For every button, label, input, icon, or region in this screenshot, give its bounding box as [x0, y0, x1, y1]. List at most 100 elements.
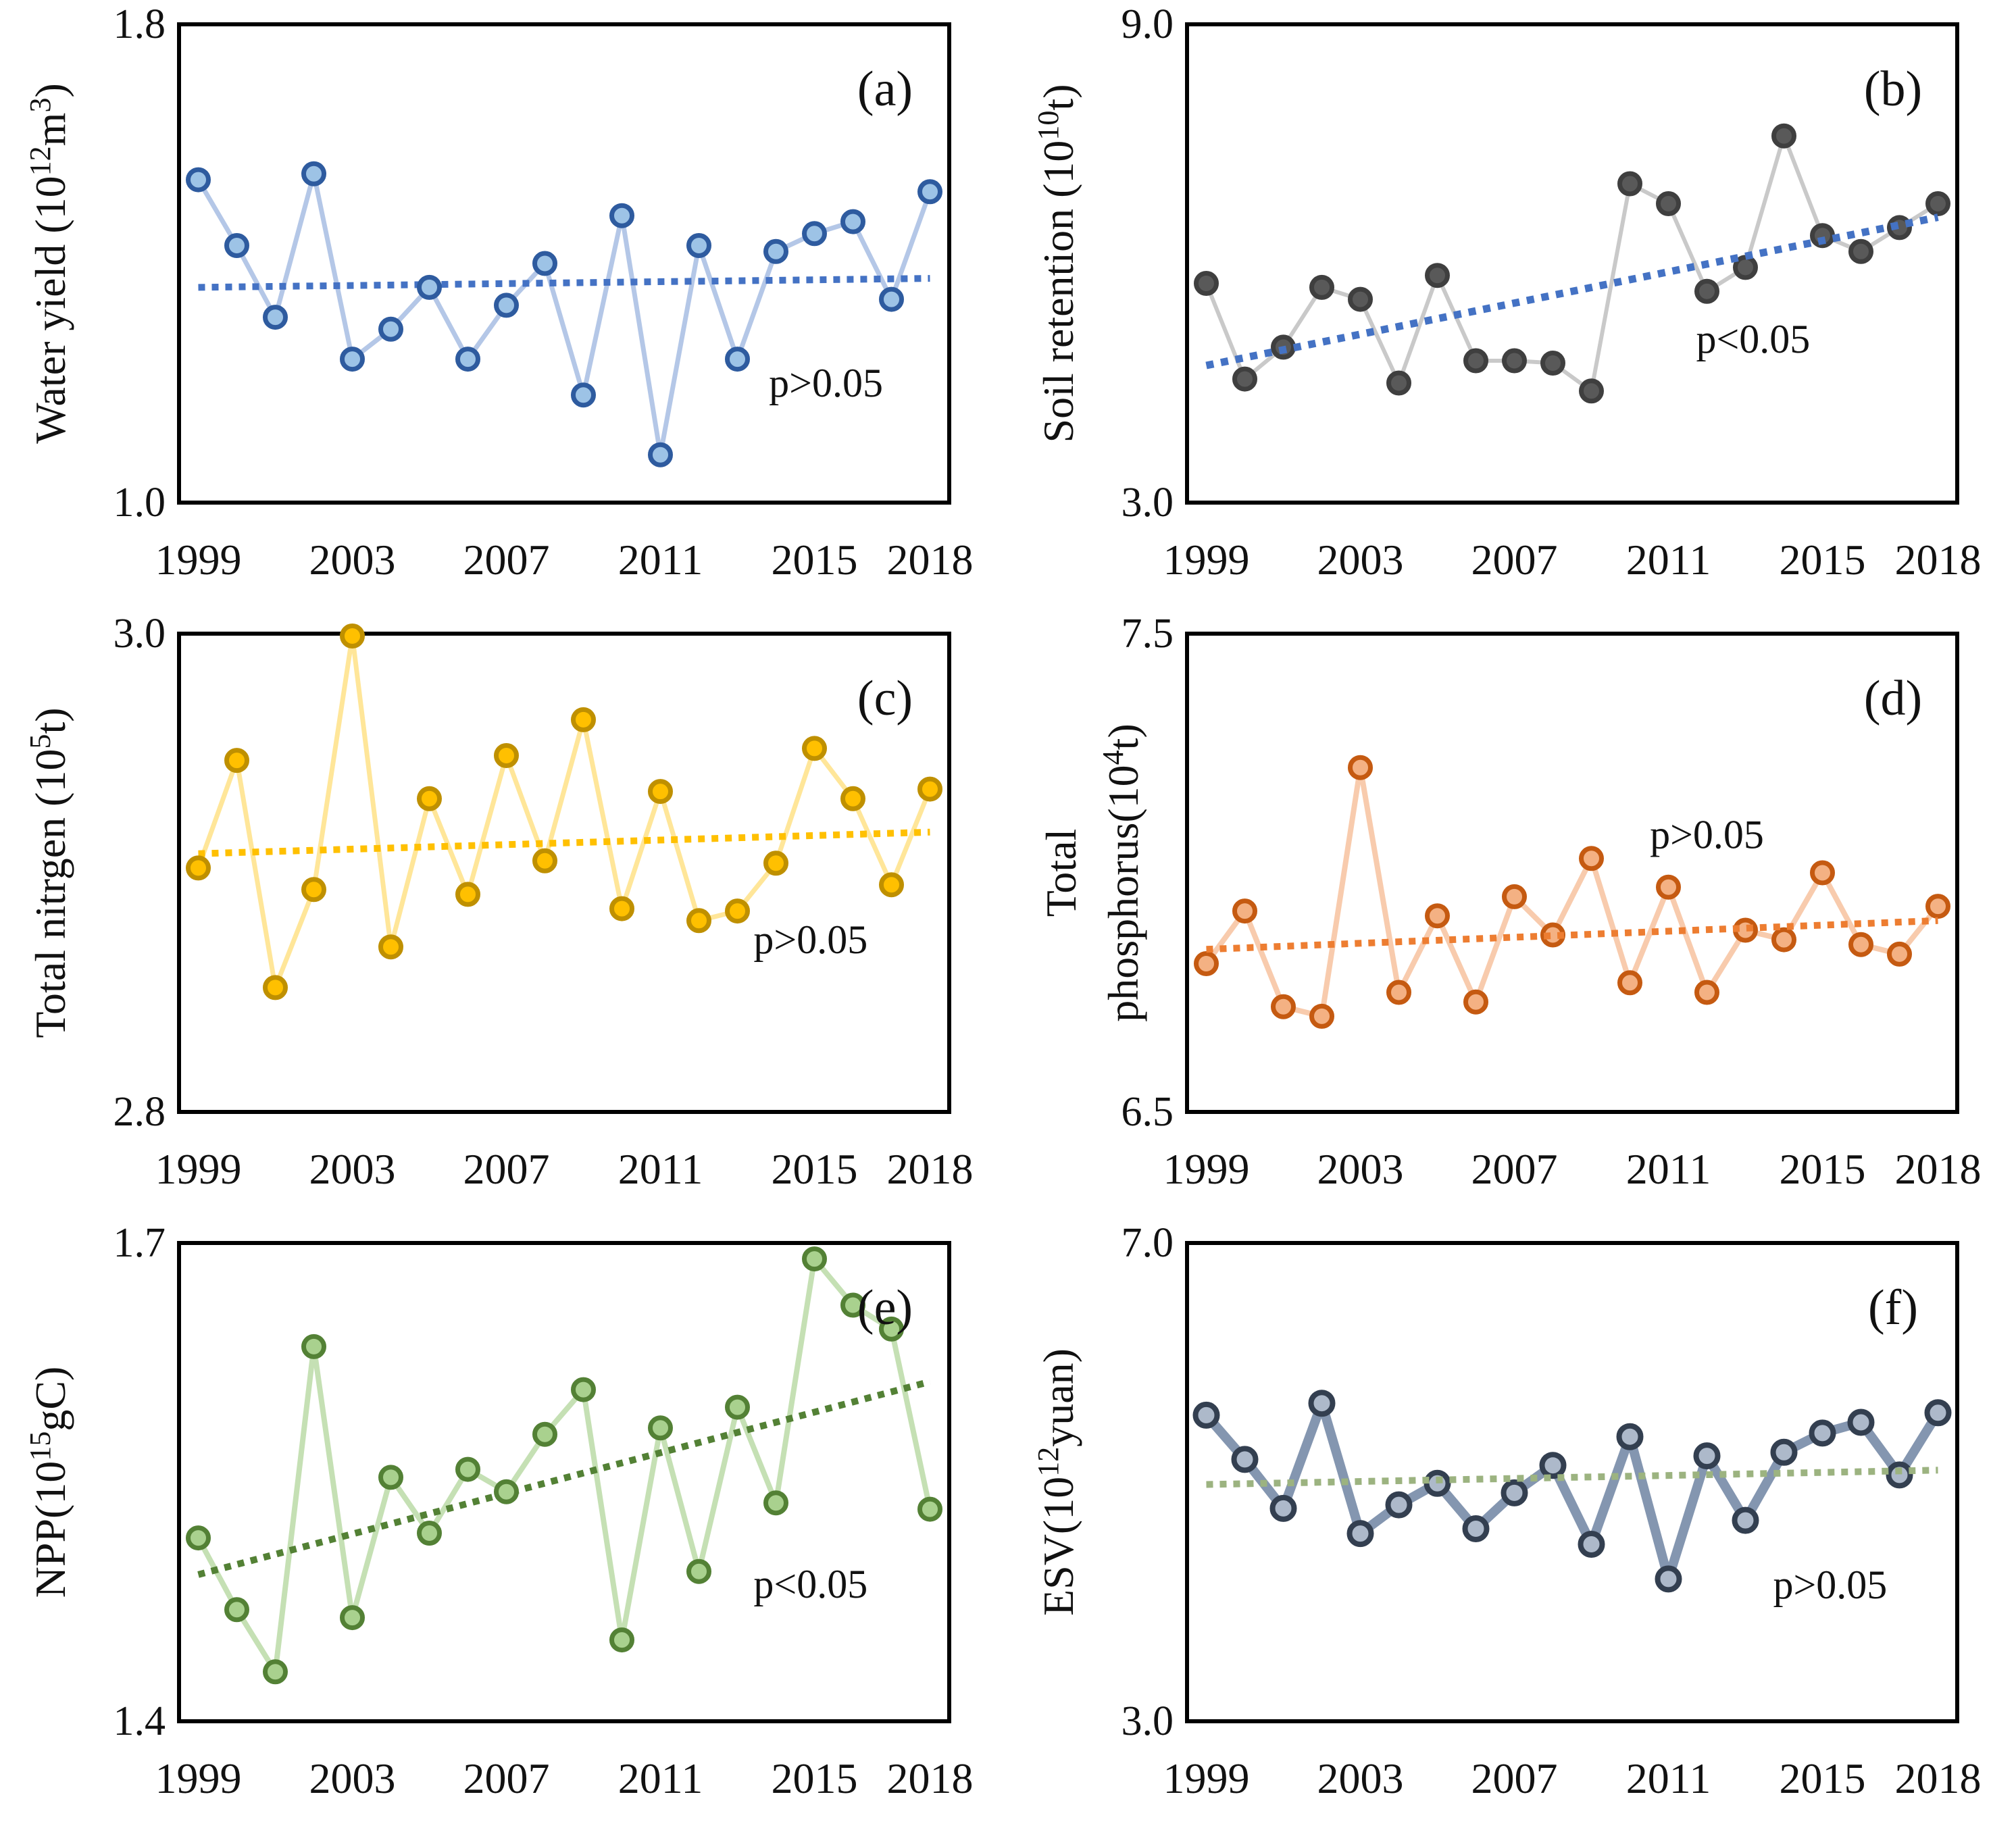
x-tick-label: 2003	[1317, 1754, 1404, 1802]
trend-line	[198, 828, 930, 857]
data-point-2014	[1771, 927, 1796, 953]
data-points	[1194, 123, 1950, 404]
data-point-2018	[1924, 1399, 1952, 1427]
data-point-2018	[917, 776, 942, 802]
y-tick-label: 1.7	[114, 1220, 166, 1266]
panel-d-total-phosphorus: 7.5 6.5 1999 2003 2007 2011 2015 2018 Total phosp…	[1008, 609, 2016, 1219]
y-tick-label: 7.5	[1122, 611, 1174, 657]
data-point-2002	[301, 161, 326, 186]
p-value-annotation: p>0.05	[753, 917, 867, 962]
data-point-2006	[1463, 989, 1488, 1015]
data-point-2006	[455, 882, 480, 907]
p-value-annotation: p>0.05	[1773, 1563, 1887, 1607]
data-point-2003	[340, 347, 365, 372]
data-point-2010	[609, 896, 634, 921]
y-tick-label: 9.0	[1122, 1, 1174, 47]
data-point-2004	[1385, 1491, 1413, 1519]
data-point-2018	[1925, 894, 1950, 919]
data-point-2007	[1502, 348, 1527, 374]
subplot-a: 1.8 1.0 1999 2003 2007 2011 2015 2018 Water yiel…	[24, 1, 974, 584]
x-tick-label: 2011	[1626, 1754, 1711, 1802]
data-point-2004	[1386, 370, 1411, 396]
y-tick-label: 6.5	[1122, 1089, 1174, 1135]
data-point-2009	[571, 1377, 596, 1402]
data-point-2006	[1462, 1515, 1490, 1542]
data-point-2011	[648, 442, 673, 467]
panel-e-npp: 1.7 1.4 1999 2003 2007 2011 2015 2018 NPP(1015gC…	[0, 1219, 1008, 1828]
x-tick-label: 2011	[618, 1145, 703, 1193]
panel-letter: (c)	[857, 671, 913, 726]
data-point-2017	[879, 872, 904, 898]
data-points	[186, 1246, 942, 1685]
data-point-2015	[1810, 860, 1835, 886]
data-point-2007	[494, 743, 519, 768]
y-tick-label: 3.0	[114, 611, 166, 657]
y-axis-label: Total nitrgen (105t)	[24, 707, 74, 1038]
p-value-annotation: p<0.05	[1696, 317, 1810, 361]
data-point-2004	[378, 1465, 403, 1490]
data-point-2001	[1269, 1494, 1297, 1522]
x-tick-label: 2003	[1317, 536, 1404, 584]
data-point-2010	[1617, 970, 1642, 996]
data-point-2010	[609, 203, 634, 228]
data-point-2013	[725, 1394, 750, 1420]
p-value-annotation: p>0.05	[1650, 812, 1764, 857]
panel-f-esv: 7.0 3.0 1999 2003 2007 2011 2015 2018 ESV(1012yu…	[1008, 1219, 2016, 1828]
data-point-2007	[494, 1479, 519, 1504]
data-point-2017	[1886, 1461, 1913, 1489]
x-tick-label: 2007	[463, 1145, 550, 1193]
data-point-2001	[263, 975, 288, 1000]
panel-letter: (b)	[1864, 61, 1922, 117]
data-point-2013	[1733, 255, 1758, 280]
data-line	[1203, 765, 1941, 1019]
p-value-annotation: p<0.05	[753, 1562, 867, 1606]
data-point-2009	[1579, 378, 1604, 404]
data-point-2011	[648, 779, 673, 805]
data-point-2013	[725, 898, 750, 924]
data-point-2003	[1348, 286, 1373, 312]
panel-b-soil-retention: 9.0 3.0 1999 2003 2007 2011 2015 2018 Soil reten…	[1008, 0, 2016, 609]
data-point-2013	[725, 347, 750, 372]
y-axis-label: NPP(1015gC)	[24, 1367, 74, 1598]
plot-frame	[177, 22, 951, 505]
data-point-2003	[340, 1605, 365, 1631]
x-tick-label: 2015	[772, 536, 858, 584]
data-point-2015	[802, 1246, 827, 1272]
data-point-2016	[840, 1292, 865, 1318]
trend-line	[1206, 1467, 1938, 1488]
data-line	[1204, 134, 1940, 393]
y-axis-label: ESV(1012yuan)	[1032, 1348, 1082, 1616]
data-point-2001	[1271, 994, 1296, 1019]
x-tick-label: 2007	[1471, 536, 1558, 584]
x-tick-label: 2018	[1895, 1145, 1982, 1193]
subplot-b: 9.0 3.0 1999 2003 2007 2011 2015 2018 Soil reten…	[1032, 1, 1982, 584]
trend-line	[1205, 213, 1939, 370]
x-tick-label: 2003	[1317, 1145, 1404, 1193]
data-point-2017	[879, 286, 904, 312]
x-tick-label: 1999	[155, 1754, 242, 1802]
x-tick-label: 2018	[887, 1145, 974, 1193]
data-point-2012	[1693, 1442, 1721, 1470]
x-tick-label: 2007	[463, 536, 550, 584]
data-point-2003	[1346, 1520, 1374, 1548]
data-point-2003	[340, 624, 365, 649]
data-point-2016	[1848, 238, 1873, 264]
data-point-2015	[802, 736, 827, 761]
x-tick-label: 2015	[772, 1145, 858, 1193]
trend-line	[198, 275, 930, 291]
data-point-2005	[417, 1521, 442, 1546]
y-tick-label: 1.8	[114, 1, 166, 47]
y-tick-label: 3.0	[1122, 1698, 1174, 1744]
data-point-1999	[1194, 271, 1219, 296]
x-tick-label: 2018	[1895, 536, 1982, 584]
data-point-2000	[1231, 1446, 1259, 1473]
plot-frame	[1185, 1241, 1959, 1723]
data-point-1999	[1192, 1401, 1220, 1429]
data-point-2010	[609, 1627, 634, 1653]
data-point-2006	[455, 1456, 480, 1482]
data-point-2009	[1578, 1531, 1605, 1558]
data-point-2011	[1656, 874, 1681, 900]
x-tick-label: 2011	[618, 1754, 703, 1802]
x-tick-label: 2007	[1471, 1145, 1558, 1193]
